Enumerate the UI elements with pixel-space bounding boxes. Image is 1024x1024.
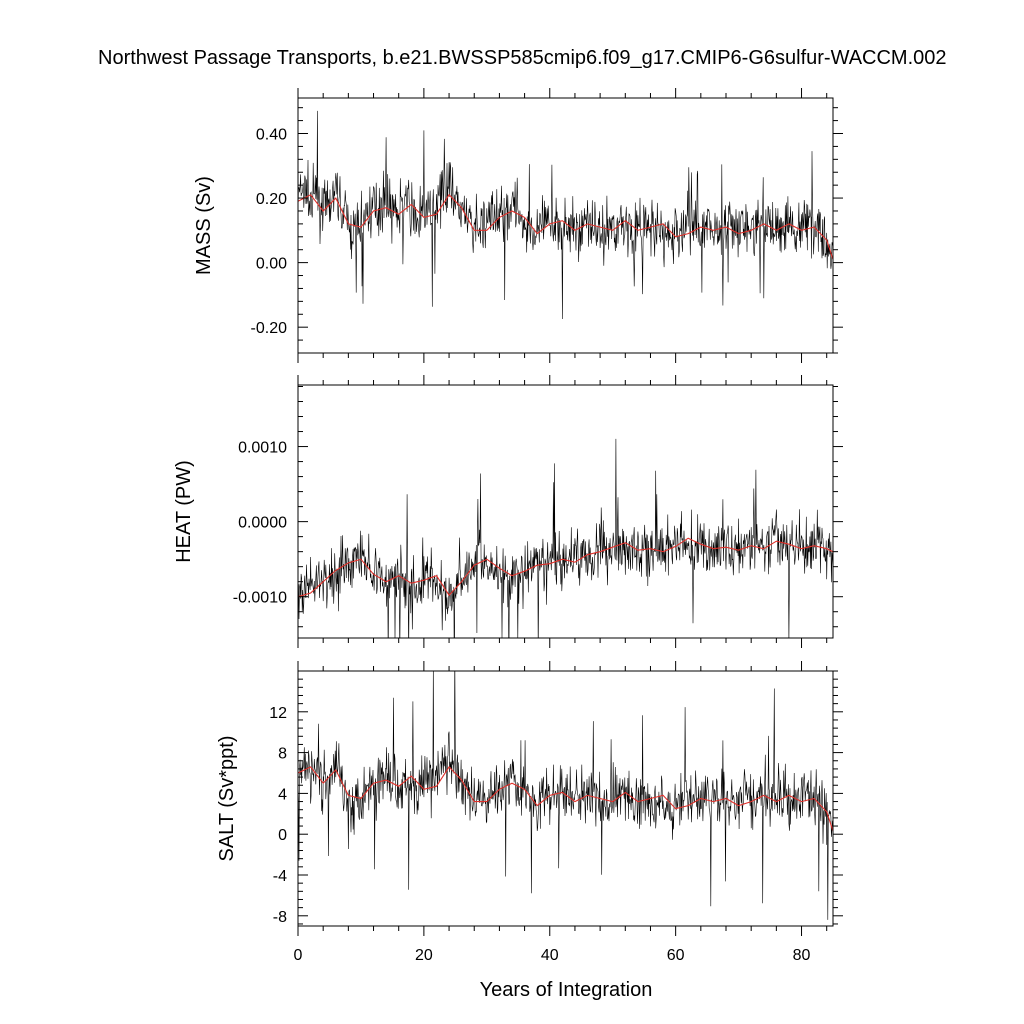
x-tick-label: 20	[415, 947, 433, 964]
panels: -0.20 0.00 0.20 0.40 MASS (Sv) -0.0010 0.0000 0…	[173, 88, 843, 964]
plot-frame	[297, 384, 834, 639]
y-tick-label: -4	[273, 868, 287, 885]
x-tick-label: 80	[793, 947, 811, 964]
y-tick-label: 0.0000	[238, 515, 287, 532]
y-axis-label: MASS (Sv)	[193, 176, 215, 275]
x-tick-label: 0	[294, 947, 303, 964]
y-axis-label: HEAT (PW)	[173, 460, 195, 563]
monthly-series-line	[298, 438, 833, 638]
x-tick-label: 40	[541, 947, 559, 964]
y-tick-label: 12	[269, 705, 287, 722]
y-tick-label: 8	[278, 746, 287, 763]
panel-2: -0.0010 0.0000 0.0010 HEAT (PW)	[173, 375, 843, 648]
y-tick-label: 4	[278, 786, 287, 803]
smoothed-series-line	[298, 766, 833, 832]
smoothed-series-line	[298, 537, 833, 598]
y-axis-label: SALT (Sv*ppt)	[216, 736, 238, 862]
x-axis-label: Years of Integration	[480, 979, 653, 1001]
y-tick-label: -0.20	[251, 320, 288, 337]
panel-3: 0 20 40 60 80 -8 -4 0 4 8 12 SALT (Sv*ppt)	[216, 661, 843, 964]
y-tick-label: -8	[273, 909, 287, 926]
plot-frame	[297, 97, 834, 354]
y-tick-label: 0.0010	[238, 440, 287, 457]
y-tick-label: 0	[278, 827, 287, 844]
x-tick-label: 60	[667, 947, 685, 964]
monthly-series-line	[298, 671, 833, 920]
y-tick-label: 0.00	[256, 256, 287, 273]
monthly-series-line	[298, 110, 833, 320]
smoothed-series-line	[298, 193, 833, 260]
panel-1: -0.20 0.00 0.20 0.40 MASS (Sv)	[193, 88, 843, 363]
plot-frame	[297, 670, 834, 927]
y-tick-label: 0.40	[256, 127, 287, 144]
y-tick-label: -0.0010	[233, 590, 287, 607]
chart-title: Northwest Passage Transports, b.e21.BWSS…	[98, 47, 947, 69]
y-tick-label: 0.20	[256, 191, 287, 208]
